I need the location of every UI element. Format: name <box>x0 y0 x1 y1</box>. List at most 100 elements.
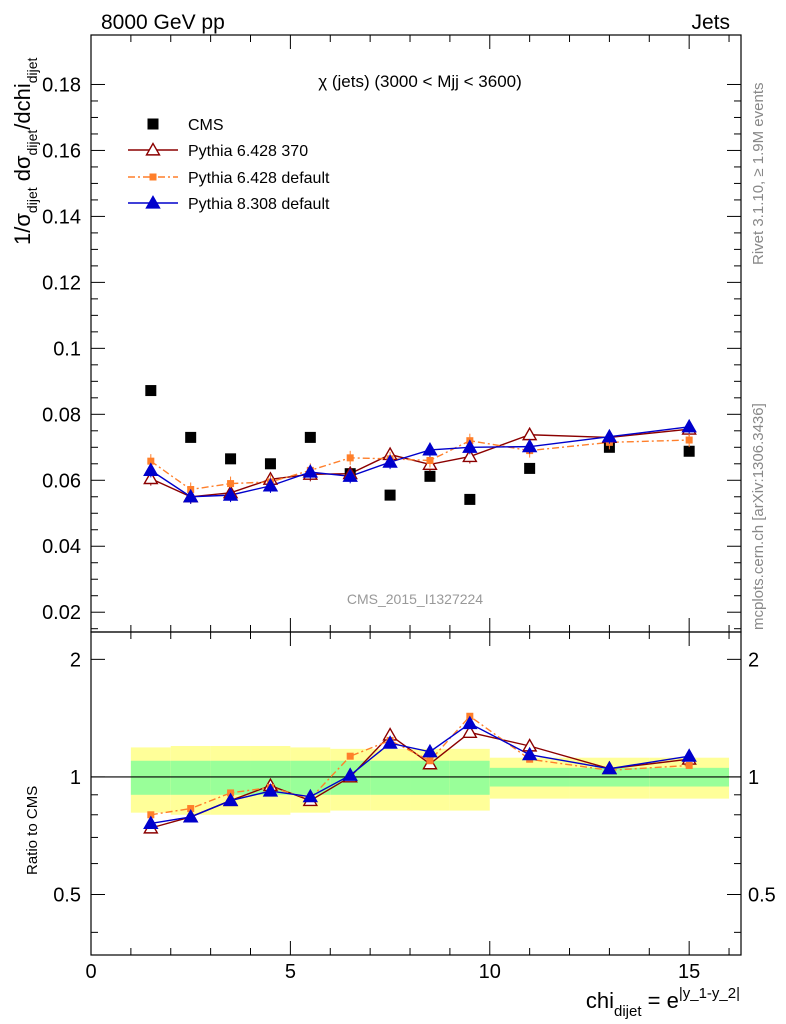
x-tick-label: 10 <box>479 961 501 983</box>
x-tick-labels: 0 5 10 15 <box>85 961 700 983</box>
cms-data-point <box>264 458 276 470</box>
pythia-6-428-default-point <box>227 480 235 488</box>
pythia-6-428-default-ratio-point <box>685 761 693 769</box>
pythia-8-308-default-ratio-point <box>681 748 697 762</box>
mcplots-label: mcplots.cern.ch [arXiv:1306.3436] <box>750 403 767 630</box>
pythia-8-308-default-point <box>222 487 239 501</box>
pythia-8-308-default-point <box>182 488 199 503</box>
main-y-tick-label: 0.12 <box>42 272 81 294</box>
pythia-8-308-default-ratio-point <box>143 815 159 830</box>
header-left: 8000 GeV pp <box>101 11 225 34</box>
pythia-6-428-default-line <box>150 439 690 491</box>
cms-data-point <box>683 445 695 457</box>
analysis-watermark: CMS_2015_I1327224 <box>347 591 483 607</box>
ratio-y-tick-label: 2 <box>70 649 81 671</box>
ratio-y-tick-label-right: 1 <box>748 767 759 789</box>
main-y-tick-label: 0.04 <box>42 536 81 558</box>
pythia-6-428-default-ratio-point <box>187 805 195 813</box>
ratio-plot-frame <box>90 631 742 956</box>
legend-pythia-6-428-default-label: Pythia 6.428 default <box>188 170 330 187</box>
pythia-6-428-370-point <box>462 448 478 463</box>
pythia-6-428-370-point <box>143 470 159 485</box>
legend-pythia-8-308-default-label: Pythia 8.308 default <box>188 196 330 213</box>
legend-pythia-6-428-default-marker <box>149 173 157 181</box>
pythia-6-428-default-point <box>346 454 354 462</box>
pythia-8-308-default-ratio-point <box>601 760 618 775</box>
pythia-8-308-default-ratio-point <box>222 792 239 807</box>
cms-data-point <box>464 493 476 505</box>
pythia-8-308-default-ratio-point <box>182 809 199 823</box>
rivet-label: Rivet 3.1.10, ≥ 1.9M events <box>750 83 767 266</box>
legend-pythia-8-308-default-marker <box>145 195 161 209</box>
legend: CMS Pythia 6.428 370 Pythia 6.428 default P… <box>128 117 330 213</box>
legend-cms-label: CMS <box>188 117 224 134</box>
main-series-markers <box>143 385 697 505</box>
inner-band-bin <box>370 760 411 795</box>
pythia-8-308-default-point <box>262 477 279 492</box>
ratio-y-tick-label: 0.5 <box>53 885 81 907</box>
pythia-6-428-default-point <box>426 456 434 464</box>
cms-data-point <box>424 470 436 482</box>
pythia-6-428-default-point <box>685 436 693 444</box>
main-plot-title: χ (jets) (3000 < Mjj < 3600) <box>318 72 522 91</box>
axis-ticks <box>90 35 741 955</box>
main-y-tick-label: 0.14 <box>42 206 81 228</box>
pythia-6-428-370-ratio-point <box>462 724 478 738</box>
pythia-8-308-default-point <box>462 439 478 453</box>
pythia-8-308-default-point <box>382 454 398 468</box>
x-axis-label: chidijet = e|y_1-y_2| <box>586 985 740 1020</box>
main-y-tick-label: 0.1 <box>53 338 81 360</box>
pythia-8-308-default-ratio-point <box>342 767 358 781</box>
main-series-lines <box>150 426 690 498</box>
main-y-tick-label: 0.16 <box>42 140 81 162</box>
ratio-y-tick-label-right: 0.5 <box>748 885 776 907</box>
x-tick-label: 5 <box>285 961 296 983</box>
ratio-y-tick-label: 1 <box>70 767 81 789</box>
pythia-8-308-default-point <box>521 438 538 453</box>
ratio-y-axis-label: Ratio to CMS <box>24 786 41 875</box>
pythia-6-428-370-line <box>150 428 690 498</box>
cms-data-point <box>185 431 197 443</box>
pythia-8-308-default-point <box>601 428 618 443</box>
cms-data-point <box>524 462 536 474</box>
cms-data-point <box>304 431 316 443</box>
cms-data-point <box>384 489 396 501</box>
pythia-6-428-default-ratio-point <box>147 811 155 819</box>
main-y-tick-label: 0.06 <box>42 470 81 492</box>
pythia-6-428-370-point <box>521 426 538 441</box>
ratio-series-lines <box>150 715 690 829</box>
x-tick-label: 15 <box>678 961 700 983</box>
inner-band-bin <box>130 760 171 795</box>
inner-band-bin <box>170 760 211 795</box>
pythia-8-308-default-point <box>302 464 319 478</box>
pythia-8-308-default-point <box>422 442 438 456</box>
pythia-8-308-default-point <box>681 418 697 433</box>
main-y-tick-label: 0.02 <box>42 602 81 624</box>
pythia-8-308-default-ratio-line <box>150 722 690 825</box>
main-y-tick-label: 0.08 <box>42 404 81 426</box>
pythia-8-308-default-ratio-point <box>382 735 398 749</box>
pythia-8-308-default-ratio-point <box>422 743 438 758</box>
inner-band-bin <box>210 760 251 795</box>
pythia-8-308-default-point <box>342 468 358 482</box>
header-right: Jets <box>691 11 730 34</box>
pythia-8-308-default-ratio-point <box>462 715 478 730</box>
cms-data-point <box>145 385 157 397</box>
main-y-axis-label: 1/σdijet dσdijet/dchidijet <box>10 57 40 245</box>
x-tick-label: 0 <box>85 961 96 983</box>
pythia-8-308-default-line <box>150 426 690 498</box>
legend-pythia-6-428-370-label: Pythia 6.428 370 <box>188 143 308 160</box>
pythia-8-308-default-ratio-point <box>262 783 279 797</box>
legend-cms-marker <box>147 118 159 130</box>
ratio-uncertainty-bands <box>91 746 741 815</box>
pythia-6-428-default-ratio-line <box>150 715 690 816</box>
ratio-series-markers <box>143 712 697 834</box>
pythia-6-428-default-point <box>147 457 155 465</box>
legend-pythia-6-428-370-marker <box>145 142 161 156</box>
pythia-8-308-default-ratio-point <box>302 788 319 803</box>
ratio-y-tick-label-right: 2 <box>748 649 759 671</box>
pythia-8-308-default-point <box>143 462 159 476</box>
pythia-6-428-default-ratio-point <box>426 757 434 765</box>
main-y-tick-labels: 0.02 0.04 0.06 0.08 0.1 0.12 0.14 0.16 0.18 <box>42 74 81 624</box>
